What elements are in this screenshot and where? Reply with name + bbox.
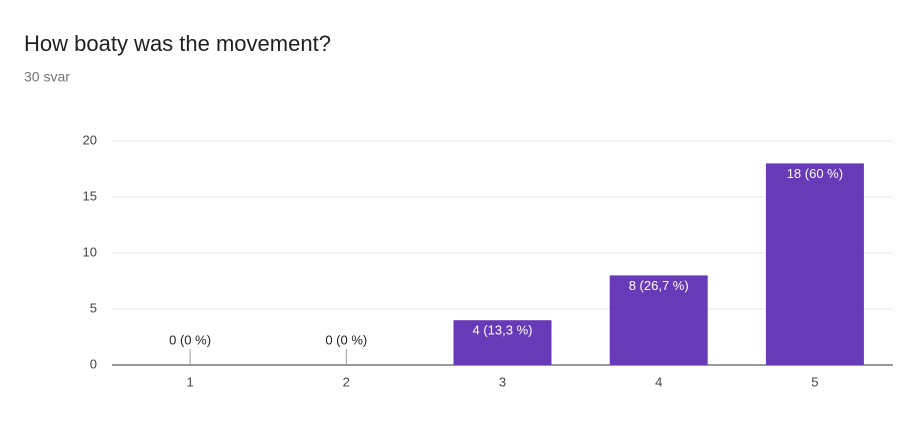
chart-title: How boaty was the movement? bbox=[24, 31, 331, 56]
value-label: 0 (0 %) bbox=[325, 332, 367, 347]
y-tick-label: 10 bbox=[83, 244, 97, 259]
x-tick-label: 3 bbox=[499, 374, 506, 389]
x-tick-label: 2 bbox=[343, 374, 350, 389]
y-tick-label: 0 bbox=[90, 356, 97, 371]
y-tick-label: 5 bbox=[90, 300, 97, 315]
y-tick-label: 15 bbox=[83, 188, 97, 203]
bar bbox=[609, 275, 708, 365]
x-tick-label: 4 bbox=[655, 374, 662, 389]
bar bbox=[765, 163, 864, 365]
value-label: 8 (26,7 %) bbox=[629, 278, 689, 293]
value-label: 0 (0 %) bbox=[169, 332, 211, 347]
x-tick-label: 1 bbox=[186, 374, 193, 389]
x-tick-label: 5 bbox=[811, 374, 818, 389]
y-tick-label: 20 bbox=[83, 132, 97, 147]
value-label: 4 (13,3 %) bbox=[473, 323, 533, 338]
bar bbox=[453, 320, 552, 365]
chart-subtitle: 30 svar bbox=[24, 69, 70, 85]
value-label: 18 (60 %) bbox=[787, 166, 843, 181]
